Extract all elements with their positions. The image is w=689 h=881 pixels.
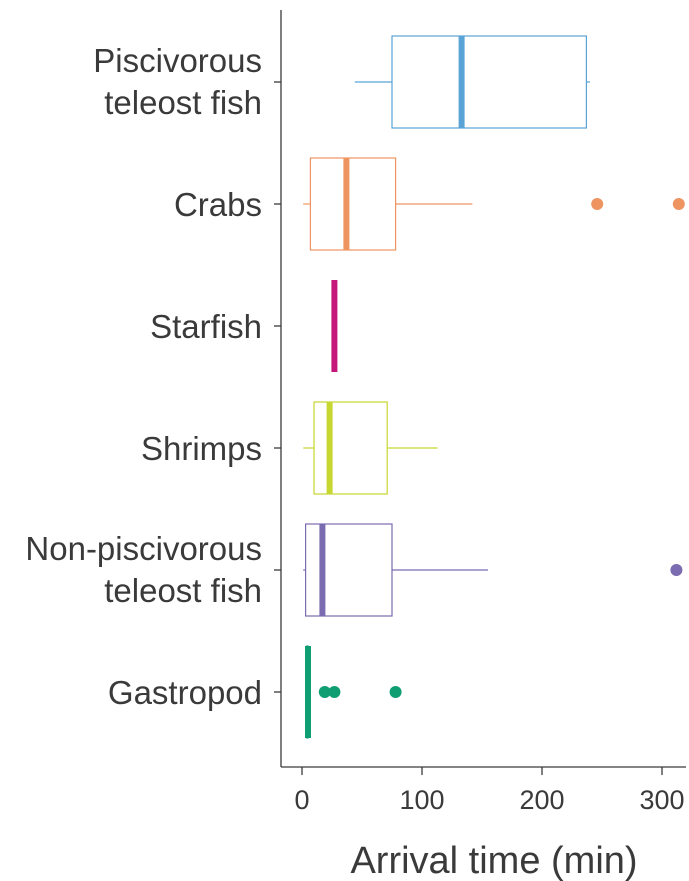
iqr-box-shrimps (313, 401, 388, 495)
category-label-line: teleost fish (104, 84, 262, 121)
category-label-gastropod: Gastropod (108, 674, 262, 711)
x-tick-label-300: 300 (639, 785, 684, 815)
category-label-line: teleost fish (104, 572, 262, 609)
iqr-box-piscivorous-teleost-fish (391, 35, 587, 129)
x-tick-label-100: 100 (399, 785, 444, 815)
outlier-point-gastropod-1 (328, 686, 341, 698)
outlier-point-non-piscivorous-teleost-fish-0 (670, 564, 683, 576)
category-label-non-piscivorous-teleost-fish: Non-piscivorous teleost fish (25, 530, 262, 609)
outlier-point-crabs-1 (672, 198, 685, 210)
plot-area (303, 35, 685, 739)
category-label-shrimps: Shrimps (141, 430, 262, 467)
iqr-box-crabs (309, 157, 397, 251)
box-piscivorous-teleost-fish (354, 35, 590, 129)
category-label-piscivorous-teleost-fish: Piscivorous teleost fish (93, 42, 262, 121)
outlier-point-gastropod-2 (389, 686, 402, 698)
outlier-point-gastropod-0 (318, 686, 331, 698)
box-non-piscivorous-teleost-fish (303, 523, 683, 617)
box-shrimps (303, 401, 438, 495)
category-label-crabs: Crabs (174, 186, 262, 223)
x-tick-label-200: 200 (519, 785, 564, 815)
category-label-line: Piscivorous (93, 42, 262, 79)
x-axis-title: Arrival time (min) (350, 840, 637, 881)
category-labels: Piscivorous teleost fish Crabs Starfish Shri… (25, 42, 262, 711)
x-tick-label-0: 0 (294, 785, 309, 815)
category-label-starfish: Starfish (150, 308, 262, 345)
category-label-line: Non-piscivorous (25, 530, 262, 567)
box-crabs (303, 157, 685, 251)
outlier-point-crabs-0 (591, 198, 604, 210)
box-gastropod (305, 645, 402, 739)
iqr-box-non-piscivorous-teleost-fish (305, 523, 393, 617)
